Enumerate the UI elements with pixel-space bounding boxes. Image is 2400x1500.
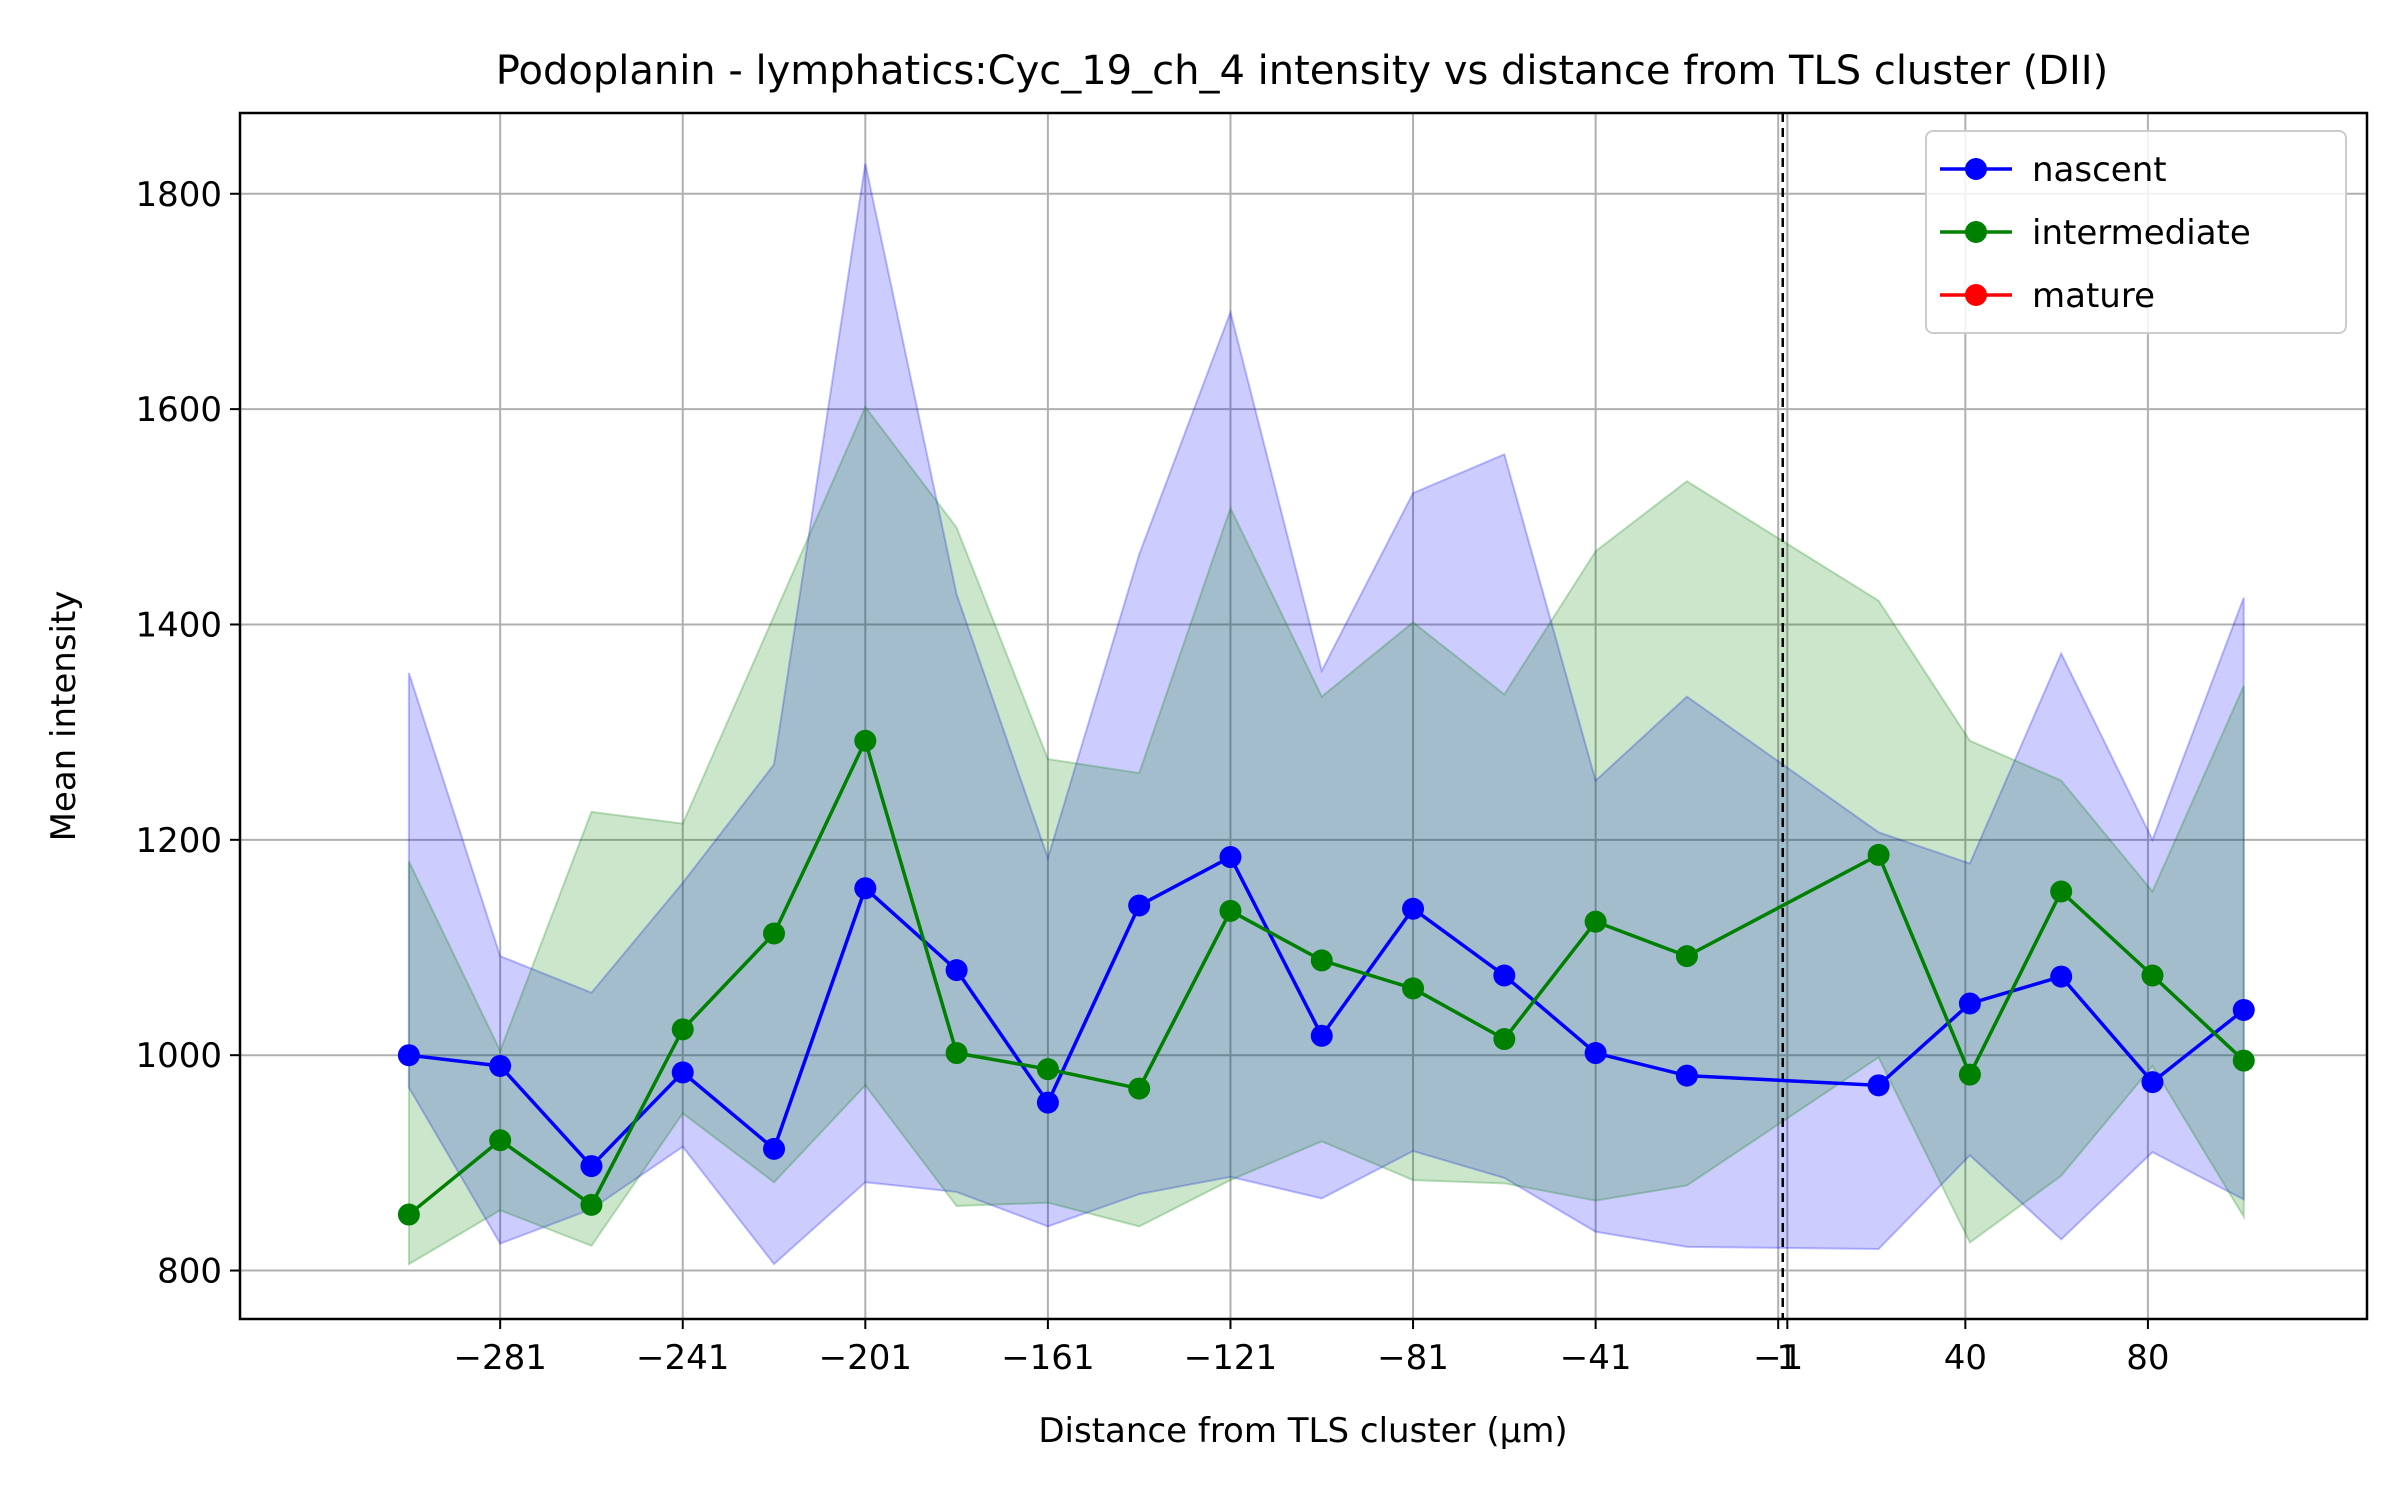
confidence-bands	[407, 163, 2245, 1266]
legend-marker-intermediate	[1965, 221, 1987, 243]
x-tick-label: 80	[2126, 1338, 2169, 1378]
nascent-point	[1128, 894, 1151, 917]
y-tick-label: 1200	[135, 821, 222, 861]
nascent-point	[1493, 964, 1516, 987]
y-axis: 800 1000 1200 1400 1600 1800	[135, 175, 240, 1292]
x-tick-label: −1	[1753, 1338, 1803, 1378]
x-tick-label: −201	[819, 1338, 912, 1378]
x-tick-label: 1	[1777, 1338, 1799, 1378]
y-axis-label: Mean intensity	[44, 591, 84, 842]
intermediate-point	[1584, 910, 1607, 933]
intermediate-point	[1867, 843, 1890, 866]
x-tick-label: −121	[1184, 1338, 1277, 1378]
nascent-point	[1402, 897, 1425, 920]
intermediate-point	[1402, 977, 1425, 1000]
x-tick-label: −161	[1001, 1338, 1094, 1378]
intermediate-point	[1493, 1028, 1516, 1051]
y-tick-label: 1400	[135, 605, 222, 645]
nascent-point	[1310, 1024, 1333, 1047]
nascent-point	[580, 1155, 603, 1178]
nascent-point	[489, 1054, 512, 1077]
x-tick-label: 40	[1944, 1338, 1987, 1378]
legend-marker-nascent	[1965, 158, 1987, 180]
intermediate-point	[763, 922, 786, 945]
series-markers	[397, 729, 2255, 1226]
legend: nascent intermediate mature	[1925, 130, 2347, 334]
x-tick-label: −81	[1377, 1338, 1449, 1378]
nascent-point	[1036, 1091, 1059, 1114]
nascent-point	[1584, 1042, 1607, 1065]
nascent-point	[1867, 1074, 1890, 1097]
y-tick-label: 1600	[135, 390, 222, 430]
nascent-point	[2232, 998, 2255, 1021]
x-axis-label: Distance from TLS cluster (μm)	[1038, 1411, 1567, 1451]
nascent-point	[2050, 965, 2073, 988]
intermediate-point	[2232, 1049, 2255, 1072]
nascent-point	[671, 1061, 694, 1084]
intermediate-point	[397, 1203, 420, 1226]
x-axis: −281 −241 −201 −161 −121 −81 −41 −11 40 80	[453, 1319, 2170, 1378]
x-tick-label: −241	[636, 1338, 729, 1378]
intermediate-point	[1675, 945, 1698, 968]
intermediate-point	[1036, 1058, 1059, 1081]
nascent-point	[763, 1137, 786, 1160]
intermediate-point	[854, 729, 877, 752]
x-tick-label: −41	[1560, 1338, 1632, 1378]
intermediate-point	[2050, 880, 2073, 903]
intermediate-point	[671, 1018, 694, 1041]
intermediate-point	[1128, 1077, 1151, 1100]
y-tick-label: 800	[157, 1252, 222, 1292]
legend-box	[1925, 130, 2347, 334]
nascent-point	[1219, 846, 1242, 869]
legend-label-mature: mature	[2032, 276, 2155, 316]
intermediate-point	[1958, 1063, 1981, 1086]
intermediate-band	[407, 404, 2245, 1266]
nascent-line	[408, 854, 2245, 1169]
nascent-point	[2141, 1071, 2164, 1094]
x-tick-label: −281	[453, 1338, 546, 1378]
nascent-point	[945, 959, 968, 982]
intermediate-point	[1310, 949, 1333, 972]
nascent-point	[1675, 1064, 1698, 1087]
y-tick-label: 1000	[135, 1036, 222, 1076]
intermediate-point	[2141, 964, 2164, 987]
nascent-point	[397, 1044, 420, 1067]
intermediate-point	[489, 1129, 512, 1152]
series-lines	[407, 735, 2245, 1216]
intermediate-point	[1219, 899, 1242, 922]
nascent-band	[407, 163, 2245, 1266]
chart-title: Podoplanin - lymphatics:Cyc_19_ch_4 inte…	[496, 48, 2108, 94]
legend-label-nascent: nascent	[2032, 150, 2167, 190]
legend-label-intermediate: intermediate	[2032, 213, 2251, 253]
intermediate-line	[407, 735, 2245, 1216]
intermediate-point	[945, 1042, 968, 1065]
y-tick-label: 1800	[135, 175, 222, 215]
legend-marker-mature	[1965, 284, 1987, 306]
nascent-point	[854, 877, 877, 900]
intermediate-point	[580, 1193, 603, 1216]
nascent-point	[1958, 992, 1981, 1015]
plot-frame	[238, 111, 2369, 1321]
